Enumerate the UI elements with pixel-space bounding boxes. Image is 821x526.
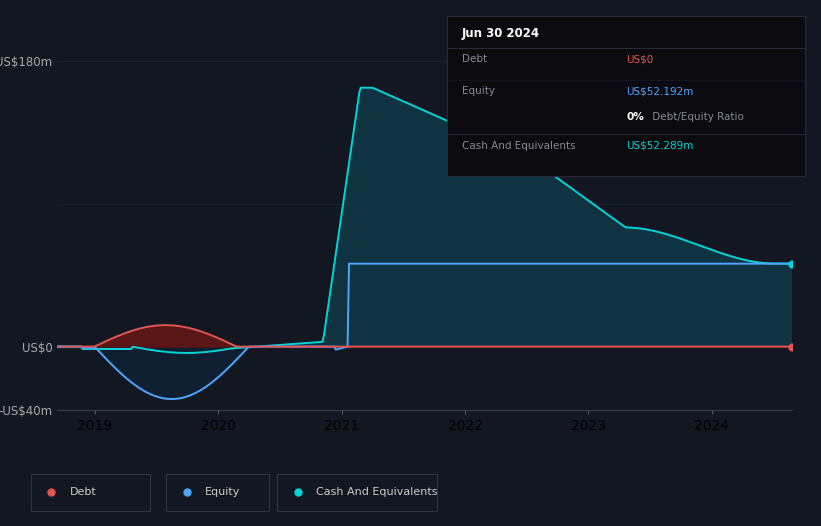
Text: Cash And Equivalents: Cash And Equivalents bbox=[461, 141, 576, 151]
Text: Cash And Equivalents: Cash And Equivalents bbox=[316, 487, 438, 497]
Text: Debt: Debt bbox=[70, 487, 97, 497]
Text: Jun 30 2024: Jun 30 2024 bbox=[461, 27, 540, 40]
Text: US$52.192m: US$52.192m bbox=[626, 86, 694, 96]
Text: US$52.289m: US$52.289m bbox=[626, 141, 694, 151]
FancyBboxPatch shape bbox=[167, 474, 268, 511]
Text: US$0: US$0 bbox=[626, 54, 654, 64]
Text: Debt: Debt bbox=[461, 54, 487, 64]
FancyBboxPatch shape bbox=[31, 474, 149, 511]
FancyBboxPatch shape bbox=[277, 474, 438, 511]
Text: Equity: Equity bbox=[205, 487, 241, 497]
Text: 0%: 0% bbox=[626, 112, 644, 122]
Text: Debt/Equity Ratio: Debt/Equity Ratio bbox=[649, 112, 744, 122]
Text: Equity: Equity bbox=[461, 86, 495, 96]
